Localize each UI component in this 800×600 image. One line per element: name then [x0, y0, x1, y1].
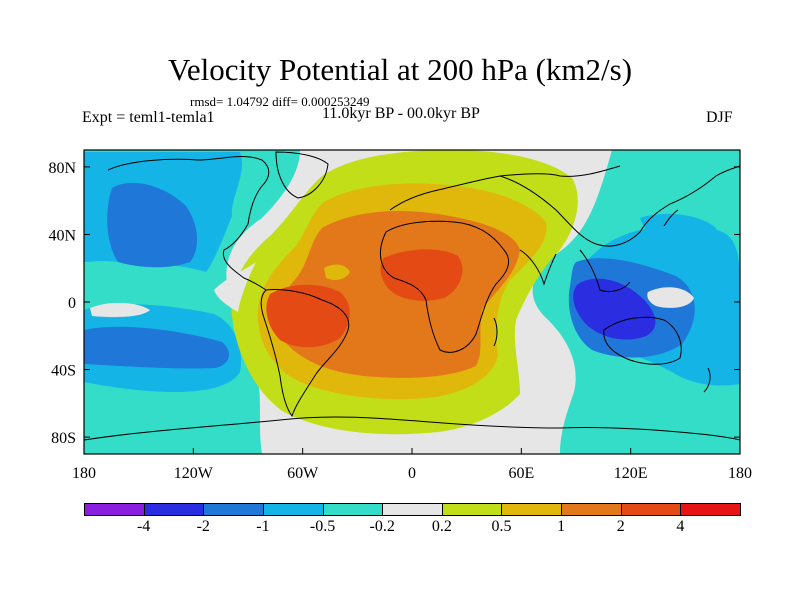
- coastlines: [84, 151, 740, 441]
- colorbar-swatch: [680, 503, 741, 516]
- contour-field: [84, 150, 740, 454]
- coast-australia: [603, 316, 682, 365]
- field-neg-mid-nw: [640, 213, 717, 255]
- coast-india: [519, 249, 557, 286]
- colorbar-label: -4: [136, 518, 151, 535]
- colorbar-label: -0.5: [309, 518, 336, 535]
- colorbar-swatch: [262, 503, 324, 516]
- colorbar-swatch: [382, 503, 443, 516]
- colorbar-swatch: [143, 503, 205, 516]
- colorbar-swatch: [561, 503, 622, 516]
- field-pos-max-w: [266, 284, 350, 348]
- lon-tick-label: 60W: [287, 465, 319, 482]
- coast-madagascar: [493, 317, 498, 347]
- lon-tick-label: 180: [72, 465, 96, 482]
- lat-tick-label: 40S: [51, 363, 76, 380]
- colorbar-label: 0.2: [431, 518, 452, 535]
- colorbar-swatch: [501, 503, 563, 516]
- field-neutral-atl: [214, 262, 256, 312]
- colorbar-swatch: [84, 503, 145, 516]
- coast-southeast-asia: [579, 249, 631, 293]
- coast-greenland: [275, 151, 329, 199]
- lon-ticks: 180 120W 60W 0 60E 120E 180: [72, 448, 752, 482]
- field-neg-strong-w1: [107, 182, 198, 268]
- colorbar-label: 0.5: [491, 518, 512, 535]
- stats-line: rmsd= 1.04792 diff= 0.000253249: [190, 94, 370, 109]
- colorbar-label: -2: [196, 518, 210, 535]
- field-white-hole-w1: [90, 302, 150, 318]
- colorbar-swatch: [203, 503, 264, 516]
- plot-title: Velocity Potential at 200 hPa (km2/s): [167, 52, 633, 87]
- colorbar-label: -0.2: [369, 518, 395, 535]
- field-neg-max-east: [573, 278, 656, 340]
- experiment-label: Expt = teml1-temla1: [82, 109, 215, 126]
- lat-tick-label: 40N: [48, 227, 76, 244]
- coast-new-zealand: [703, 367, 711, 393]
- lon-tick-label: 180: [728, 465, 752, 482]
- lat-tick-label: 0: [68, 295, 76, 312]
- field-neg-strong-w2: [84, 326, 230, 369]
- lon-tick-label: 60E: [508, 465, 534, 482]
- lat-tick-label: 80S: [51, 430, 76, 447]
- coast-asia: [499, 165, 740, 247]
- coast-south-america: [260, 289, 350, 418]
- field-pos-max-e: [380, 249, 463, 301]
- colorbar-label: 2: [616, 518, 625, 535]
- colorbar-label: 1: [557, 518, 566, 535]
- coast-africa: [379, 220, 509, 353]
- season-label: DJF: [706, 109, 733, 126]
- lat-ticks: 80N 40N 0 40S 80S: [48, 160, 740, 447]
- colorbar-label: 4: [676, 518, 685, 535]
- field-pos-hole: [324, 264, 350, 280]
- field-white-hole-east: [647, 287, 694, 308]
- lon-tick-label: 120W: [174, 465, 214, 482]
- colorbar-swatch: [620, 503, 682, 516]
- lon-tick-label: 0: [408, 465, 416, 482]
- coast-antarctica: [84, 416, 740, 441]
- period-label: 11.0kyr BP - 00.0kyr BP: [322, 105, 480, 122]
- lon-tick-label: 120E: [614, 465, 648, 482]
- colorbar-swatch: [441, 503, 503, 516]
- colorbar-swatch: [322, 503, 384, 516]
- lat-tick-label: 80N: [48, 160, 76, 177]
- colorbar-label: -1: [256, 518, 270, 535]
- coast-japan: [663, 209, 679, 227]
- coast-north-america: [107, 155, 270, 291]
